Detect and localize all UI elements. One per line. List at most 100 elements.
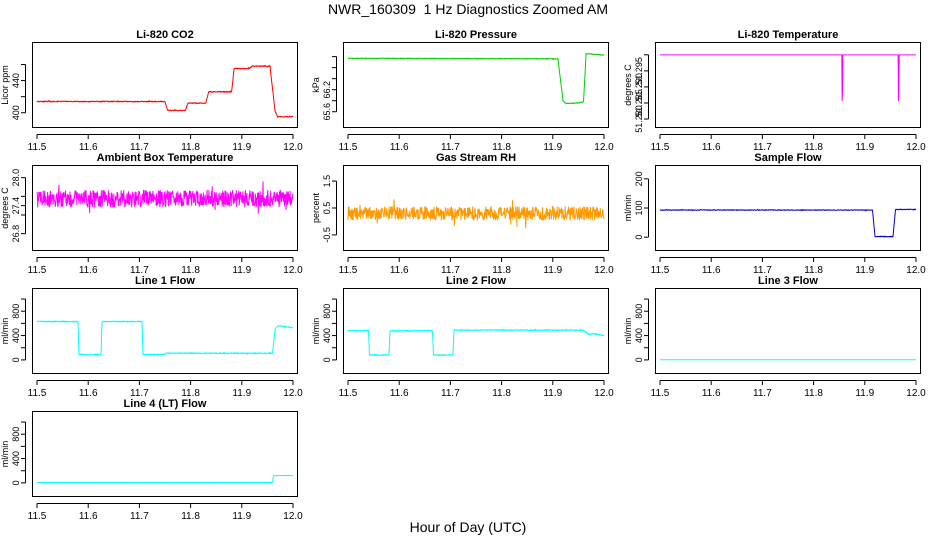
series-group bbox=[659, 208, 917, 238]
y-tick-label: 0.5 bbox=[322, 202, 332, 215]
y-tick-label: 51.280 bbox=[634, 105, 644, 133]
x-tick-label: 11.5 bbox=[651, 265, 670, 276]
y-tick-label: 800 bbox=[11, 427, 21, 442]
plot-frame bbox=[655, 165, 921, 251]
panel-title: Gas Stream RH bbox=[436, 152, 516, 164]
y-tick-label: 0 bbox=[11, 480, 21, 485]
plot-frame bbox=[32, 411, 298, 497]
plot-frame bbox=[343, 165, 609, 251]
series-group bbox=[36, 474, 294, 484]
x-tick-label: 11.5 bbox=[651, 388, 670, 399]
y-tick-label: 0 bbox=[634, 357, 644, 362]
plot-frame bbox=[343, 42, 609, 128]
series-line bbox=[36, 320, 294, 356]
x-tick-label: 12.0 bbox=[594, 265, 614, 276]
x-tick-label: 12.0 bbox=[906, 388, 926, 399]
series-line bbox=[347, 199, 605, 229]
panel-co2: Li-820 CO2 Licor ppm 11.5 11.6 11.7 11.8 11.9 1… bbox=[0, 29, 303, 153]
y-tick-label: 800 bbox=[634, 304, 644, 319]
plot-frame bbox=[32, 288, 298, 374]
panel-title: Li-820 Pressure bbox=[435, 29, 517, 41]
y-tick-label: 100 bbox=[634, 200, 644, 215]
x-tick-label: 11.5 bbox=[28, 265, 47, 276]
x-tick-label: 11.6 bbox=[79, 511, 98, 522]
x-tick-label: 12.0 bbox=[906, 265, 926, 276]
panel-title: Li-820 Temperature bbox=[738, 29, 839, 41]
x-tick-label: 11.7 bbox=[753, 142, 772, 153]
x-tick-label: 11.7 bbox=[753, 388, 772, 399]
x-tick-label: 11.5 bbox=[28, 142, 47, 153]
x-tick-label: 12.0 bbox=[906, 142, 926, 153]
x-tick-label: 11.7 bbox=[130, 511, 149, 522]
x-tick-label: 11.9 bbox=[232, 142, 251, 153]
series-group bbox=[347, 328, 605, 357]
x-tick-label: 11.7 bbox=[130, 142, 149, 153]
y-tick-label: 400 bbox=[11, 328, 21, 343]
panel-title: Ambient Box Temperature bbox=[97, 152, 234, 164]
x-tick-label: 12.0 bbox=[283, 265, 303, 276]
y-tick-label: 0 bbox=[11, 357, 21, 362]
y-tick-label: 400 bbox=[634, 328, 644, 343]
series-group bbox=[347, 53, 605, 105]
series-line bbox=[36, 474, 294, 484]
series-line bbox=[36, 65, 294, 118]
x-tick-label: 11.8 bbox=[804, 388, 823, 399]
panel-sample-flow: Sample Flow ml/min 11.5 11.6 11.7 11.8 11.9 12.… bbox=[623, 152, 926, 276]
y-axis-label: degrees C bbox=[0, 187, 10, 229]
y-tick-label: 65.6 bbox=[322, 103, 332, 121]
x-tick-label: 11.5 bbox=[339, 265, 358, 276]
y-axis-label: ml/min bbox=[623, 195, 633, 222]
panel-line4-flow: Line 4 (LT) Flow ml/min 11.5 11.6 11.7 11.8 11… bbox=[0, 398, 303, 522]
x-axis-title: Hour of Day (UTC) bbox=[409, 519, 527, 535]
plot-frame bbox=[343, 288, 609, 374]
panel-line2-flow: Line 2 Flow ml/min 11.5 11.6 11.7 11.8 11.9 12.… bbox=[311, 275, 614, 399]
panel-title: Line 4 (LT) Flow bbox=[124, 398, 207, 410]
x-tick-label: 12.0 bbox=[594, 142, 614, 153]
panel-title: Line 1 Flow bbox=[135, 275, 195, 287]
y-tick-label: 51.290 bbox=[634, 73, 644, 101]
x-tick-label: 11.6 bbox=[390, 388, 409, 399]
y-tick-label: 200 bbox=[634, 171, 644, 186]
y-axis-label: ml/min bbox=[0, 318, 10, 345]
y-tick-label: 51.285 bbox=[634, 89, 644, 117]
x-tick-label: 11.6 bbox=[79, 142, 98, 153]
y-tick-label: 26.8 bbox=[11, 225, 21, 243]
x-tick-label: 11.9 bbox=[855, 142, 874, 153]
x-tick-label: 11.9 bbox=[543, 142, 562, 153]
x-tick-label: 11.6 bbox=[390, 265, 409, 276]
panel-title: Line 2 Flow bbox=[446, 275, 506, 287]
figure-title: NWR_160309 1 Hz Diagnostics Zoomed AM bbox=[327, 1, 609, 17]
x-tick-label: 12.0 bbox=[594, 388, 614, 399]
x-tick-label: 11.6 bbox=[79, 388, 98, 399]
plot-frame bbox=[655, 42, 921, 128]
series-group bbox=[659, 54, 917, 102]
x-tick-label: 11.9 bbox=[232, 511, 251, 522]
series-group bbox=[347, 199, 605, 229]
panel-ambient: Ambient Box Temperature degrees C 11.5 11.6… bbox=[0, 152, 303, 276]
y-axis-label: kPa bbox=[311, 77, 321, 93]
x-tick-label: 11.7 bbox=[130, 388, 149, 399]
panel-rh: Gas Stream RH percent 11.5 11.6 11.7 11.8 11.9… bbox=[311, 152, 614, 276]
x-tick-label: 11.9 bbox=[232, 265, 251, 276]
x-tick-label: 11.7 bbox=[753, 265, 772, 276]
y-tick-label: 27.4 bbox=[11, 197, 21, 215]
y-tick-label: 0 bbox=[322, 357, 332, 362]
y-tick-label: 800 bbox=[11, 304, 21, 319]
panel-line3-flow: Line 3 Flow ml/min 11.5 11.6 11.7 11.8 11.9 12.… bbox=[623, 275, 926, 399]
x-tick-label: 12.0 bbox=[283, 388, 303, 399]
y-tick-label: -0.5 bbox=[322, 227, 332, 243]
y-axis-label: ml/min bbox=[0, 441, 10, 468]
y-axis-label: Licor ppm bbox=[0, 65, 10, 105]
plot-frame bbox=[32, 42, 298, 128]
x-tick-label: 11.8 bbox=[181, 388, 200, 399]
x-tick-label: 11.8 bbox=[181, 265, 200, 276]
x-tick-label: 11.8 bbox=[181, 511, 200, 522]
y-tick-label: 400 bbox=[11, 105, 21, 120]
plot-frame bbox=[32, 165, 298, 251]
y-tick-label: 800 bbox=[322, 304, 332, 319]
y-tick-label: 400 bbox=[11, 451, 21, 466]
x-tick-label: 11.7 bbox=[441, 388, 460, 399]
x-tick-label: 11.9 bbox=[543, 265, 562, 276]
series-line bbox=[659, 208, 917, 238]
series-group bbox=[36, 65, 294, 118]
